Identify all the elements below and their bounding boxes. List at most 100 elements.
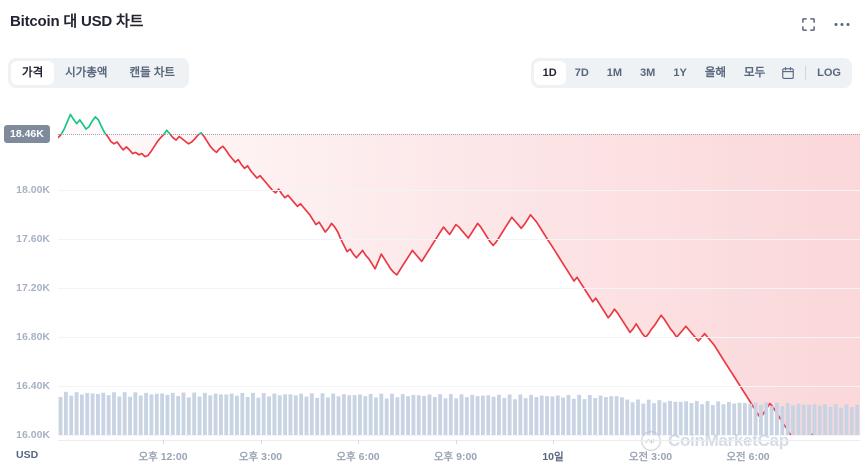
volume-bar: [828, 406, 833, 435]
volume-bar: [459, 394, 464, 435]
volume-bar: [101, 392, 106, 435]
x-axis-tick: [260, 440, 262, 444]
volume-bar: [470, 394, 475, 435]
volume-bar: [614, 396, 619, 435]
volume-bar: [299, 393, 304, 435]
gridline-16.40K: [58, 386, 860, 388]
volume-bar: [534, 397, 539, 435]
volume-bar: [128, 396, 132, 435]
price-plot[interactable]: 18.46K 18.00K 17.60K 17.20K 16.80K 16.40K 16.0…: [4, 100, 860, 441]
volume-bar: [529, 394, 533, 435]
range-button-7D[interactable]: 7D: [574, 67, 589, 79]
volume-bar: [759, 404, 763, 435]
volume-bar: [251, 392, 255, 435]
volume-bar: [764, 402, 769, 435]
volume-bar: [817, 405, 822, 435]
volume-bar: [668, 400, 672, 435]
volume-bar: [593, 398, 598, 435]
volume-bar: [149, 394, 154, 435]
more-horizontal-icon[interactable]: [832, 14, 852, 34]
volume-bar: [384, 398, 389, 435]
volume-bar: [844, 404, 849, 435]
volume-bar: [684, 401, 689, 435]
x-axis-tick: [455, 440, 457, 444]
volume-bar: [170, 392, 175, 435]
volume-bar: [689, 402, 694, 435]
volume-bar: [181, 392, 186, 435]
chart-tab-0[interactable]: 가격: [11, 61, 55, 85]
volume-bar: [245, 396, 250, 435]
volume-bar: [304, 396, 309, 435]
volume-bar: [545, 396, 549, 435]
log-scale-button[interactable]: LOG: [817, 67, 841, 79]
volume-bar: [454, 398, 459, 435]
current-price-badge: 18.46K: [4, 125, 50, 143]
gridline-16.80K: [58, 337, 860, 339]
volume-bar: [523, 398, 528, 435]
volume-bar: [320, 393, 325, 435]
volume-bar: [432, 397, 437, 435]
volume-bar: [219, 394, 223, 435]
volume-bar: [609, 396, 614, 435]
volume-bar: [657, 400, 662, 435]
y-axis-label-16.40K: 16.40K: [16, 380, 50, 393]
volume-bar: [780, 406, 785, 435]
calendar-icon[interactable]: [774, 61, 802, 85]
volume-bar: [106, 395, 111, 435]
volume-bar: [518, 394, 523, 435]
volume-bar: [636, 399, 640, 435]
volume-bar: [288, 394, 293, 435]
volume-bar: [571, 398, 576, 435]
volume-bar: [839, 407, 844, 435]
volume-bar: [293, 395, 298, 435]
volume-bar: [769, 406, 774, 435]
price-line-svg: [58, 113, 860, 435]
range-button-1D[interactable]: 1D: [533, 61, 566, 85]
volume-bar: [737, 402, 742, 435]
volume-bar: [331, 393, 336, 435]
range-button-3M[interactable]: 3M: [640, 67, 656, 79]
gridline-18.00K: [58, 190, 860, 192]
x-axis-tick: [650, 440, 652, 444]
volume-bar: [700, 404, 705, 435]
volume-bar: [96, 393, 100, 435]
volume-bar: [491, 396, 496, 435]
axis-baseline: [58, 440, 860, 441]
chart-tab-1[interactable]: 시가총액: [65, 67, 108, 79]
volume-bar: [133, 392, 138, 435]
volume-bar: [796, 403, 801, 435]
volume-bar: [577, 394, 582, 435]
volume-bar: [186, 397, 191, 435]
volume-bar: [117, 396, 122, 435]
volume-bar: [513, 399, 517, 435]
header-actions: [798, 14, 852, 34]
volume-bar: [550, 396, 555, 435]
volume-bar: [438, 394, 443, 435]
volume-bar: [400, 394, 405, 435]
chart-tab-2[interactable]: 캔들 차트: [129, 67, 176, 79]
volume-bar: [710, 405, 715, 435]
volume-bar: [411, 394, 416, 435]
x-axis-label-5: 오전 3:00: [628, 451, 673, 463]
volume-bar: [726, 401, 731, 435]
volume-bar: [507, 394, 512, 435]
volume-bar: [229, 393, 234, 435]
volume-bar: [208, 395, 213, 435]
volume-bar: [603, 397, 608, 435]
volume-bar: [160, 393, 165, 435]
volume-bar: [812, 404, 817, 435]
fullscreen-icon[interactable]: [798, 14, 818, 34]
volume-bar: [165, 394, 170, 435]
range-button-올해[interactable]: 올해: [704, 67, 726, 79]
range-button-모두[interactable]: 모두: [743, 67, 766, 79]
volume-bar: [448, 394, 453, 435]
x-axis-tick: [358, 440, 359, 444]
gridline-16.00K: [58, 435, 860, 437]
volume-bar: [224, 394, 229, 435]
volume-bar: [732, 403, 737, 435]
range-button-1M[interactable]: 1M: [606, 67, 623, 79]
range-button-1Y[interactable]: 1Y: [673, 67, 687, 79]
volume-bar: [235, 395, 239, 435]
x-axis-tick: [748, 440, 749, 444]
